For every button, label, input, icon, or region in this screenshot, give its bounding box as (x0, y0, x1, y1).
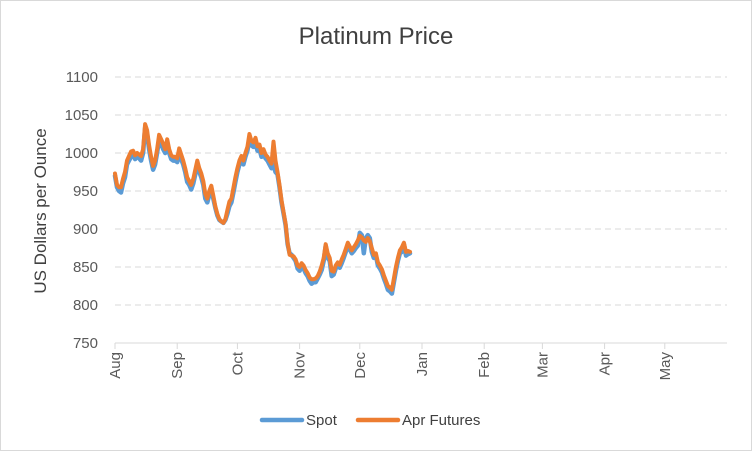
y-tick-label: 800 (73, 297, 98, 314)
legend-label-spot: Spot (306, 412, 338, 429)
x-tick-label: Aug (107, 352, 124, 379)
series-line-apr-futures (113, 122, 412, 292)
legend-label-apr-futures: Apr Futures (402, 412, 480, 429)
x-tick-label: Dec (352, 352, 369, 379)
y-tick-label: 1100 (66, 69, 98, 86)
x-tick-label: May (657, 352, 674, 381)
series-line-spot (112, 125, 413, 296)
y-axis-title: US Dollars per Ounce (31, 128, 50, 293)
y-tick-label: 900 (73, 221, 98, 238)
x-tick-label: Apr (597, 352, 614, 375)
x-tick-label: Nov (292, 352, 309, 379)
legend: Spot Apr Futures (259, 412, 480, 429)
y-axis-tick-labels: 750 800 850 900 950 1000 1050 1100 (65, 69, 98, 352)
x-tick-label: Jan (414, 352, 431, 376)
x-tick-label: Sep (169, 352, 186, 379)
y-tick-label: 750 (73, 335, 98, 352)
plot-lines (112, 122, 413, 296)
chart-title: Platinum Price (299, 23, 454, 50)
x-tick-label: Oct (229, 351, 246, 375)
y-tick-label: 1050 (65, 107, 98, 124)
gridlines (115, 76, 727, 344)
x-axis-tick-labels: Aug Sep Oct Nov Dec Jan Feb Mar Apr May (107, 343, 674, 380)
y-tick-label: 950 (73, 183, 98, 200)
x-tick-label: Mar (534, 352, 551, 378)
x-tick-label: Feb (476, 352, 493, 378)
y-tick-label: 850 (73, 259, 98, 276)
y-tick-label: 1000 (65, 145, 98, 162)
